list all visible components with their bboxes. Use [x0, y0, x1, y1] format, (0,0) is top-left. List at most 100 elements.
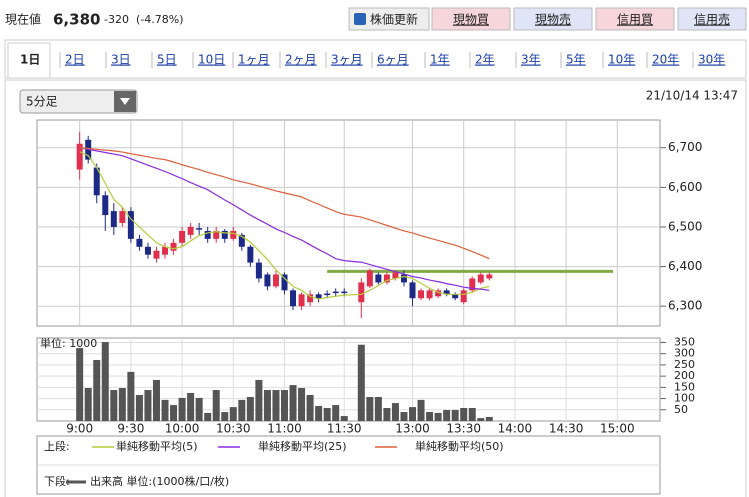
- dropdown-box[interactable]: [19, 89, 138, 114]
- tab[interactable]: 1年: [430, 53, 450, 67]
- dropdown-label: 5分足: [26, 95, 58, 109]
- candle-body: [400, 274, 407, 283]
- candle-body: [281, 274, 288, 291]
- button-label[interactable]: 現物売: [535, 12, 571, 27]
- tab[interactable]: 6ヶ月: [377, 53, 409, 67]
- y-tick-label: 200: [674, 369, 695, 382]
- volume-bar: [426, 412, 434, 421]
- dropdown[interactable]: 5分足: [19, 89, 138, 114]
- y-tick-label: 50: [674, 403, 688, 416]
- button-label[interactable]: 現物買: [453, 13, 489, 27]
- candle-body: [127, 211, 134, 239]
- tab[interactable]: 10日: [198, 53, 225, 67]
- tab[interactable]: 3年: [521, 53, 541, 67]
- volume-bar: [221, 412, 229, 421]
- tab[interactable]: 10年: [608, 53, 635, 67]
- volume-bar: [161, 399, 169, 421]
- button[interactable]: 現物買: [431, 7, 511, 31]
- tab[interactable]: 2年: [475, 53, 495, 67]
- volume-bar: [110, 390, 118, 421]
- volume-bar: [238, 399, 246, 421]
- volume-bar: [443, 410, 451, 421]
- volume-bar: [229, 407, 237, 421]
- tabs: 1日 2日 3日 5日 10日 1ヶ月 2ヶ月 3ヶ月 6ヶ月 1年 2年 3年 5年 10年 20年 30年: [7, 42, 725, 79]
- tab[interactable]: 20年: [652, 53, 679, 67]
- volume-bar: [366, 396, 374, 421]
- volume-plot: [36, 337, 661, 422]
- volume-bar: [152, 379, 160, 421]
- legend-items: 単純移動平均(5) 単純移動平均(25) 単純移動平均(50) 出来高 単位:(100…: [66, 439, 504, 488]
- volume-bar: [204, 412, 212, 421]
- tab[interactable]: 30年: [698, 53, 725, 67]
- dropdown-arrow: [120, 98, 130, 105]
- volume-bar: [374, 396, 382, 421]
- button-box[interactable]: [595, 7, 675, 31]
- volume-bar: [76, 348, 84, 421]
- tab[interactable]: 3日: [111, 53, 131, 67]
- button-box[interactable]: [513, 7, 593, 31]
- button-label[interactable]: 信用買: [617, 13, 653, 27]
- candle-body: [315, 294, 322, 299]
- volume-bar: [118, 388, 126, 421]
- y-tick-label: 250: [674, 358, 695, 371]
- volume-bar: [144, 390, 152, 421]
- candle-body: [119, 211, 126, 223]
- ma-line: [79, 147, 490, 260]
- candle-body: [272, 274, 279, 287]
- volume-bar: [101, 342, 109, 421]
- button-label[interactable]: 信用売: [694, 12, 730, 27]
- volume-bar: [391, 403, 399, 421]
- legend-lower-label: 下段:: [44, 474, 70, 488]
- volume-bar: [187, 392, 195, 421]
- candle-body: [238, 234, 245, 247]
- volume-bar: [485, 416, 493, 421]
- volume-bar: [434, 412, 442, 421]
- button[interactable]: 株価更新: [348, 7, 430, 31]
- y-tick-label: 300: [674, 347, 695, 360]
- price-label: 現在値: [5, 12, 41, 27]
- volume-bar: [306, 394, 314, 421]
- tab[interactable]: 5年: [566, 53, 586, 67]
- candle-body: [187, 226, 194, 235]
- button-label[interactable]: 株価更新: [370, 12, 418, 27]
- button[interactable]: 現物売: [513, 7, 593, 31]
- candle-body: [375, 274, 382, 283]
- tab[interactable]: 3ヶ月: [331, 53, 363, 67]
- candle-body: [264, 274, 271, 287]
- tab[interactable]: 5日: [157, 53, 177, 67]
- tab[interactable]: 2ヶ月: [285, 53, 317, 67]
- volume-bar: [409, 407, 417, 421]
- volume-bar: [280, 390, 288, 421]
- legend-label: 出来高 単位:(1000株/口/枚): [90, 474, 229, 488]
- timestamp: 21/10/14 13:47: [646, 89, 738, 103]
- x-tick-label: 11:30: [327, 422, 362, 436]
- refresh-icon: [354, 13, 366, 25]
- x-tick-label: 10:30: [216, 422, 251, 436]
- button-box[interactable]: [431, 7, 511, 31]
- tab[interactable]: 1ヶ月: [238, 53, 270, 67]
- volume-bar: [323, 407, 331, 421]
- volume-bar: [340, 416, 348, 421]
- button-box[interactable]: [348, 7, 430, 31]
- candle-body: [110, 211, 117, 227]
- volume-bar: [468, 407, 476, 421]
- candle-body: [247, 246, 254, 263]
- button-box[interactable]: [677, 7, 747, 31]
- candle-body: [93, 167, 100, 196]
- button-bar: 株価更新 現物買 現物売 信用買 信用売: [348, 7, 747, 31]
- tab[interactable]: 2日: [65, 53, 85, 67]
- button[interactable]: 信用売: [677, 7, 747, 31]
- volume-bar: [135, 394, 143, 421]
- volume-bar: [178, 397, 186, 421]
- volume-bar: [255, 379, 263, 421]
- volume-bar: [477, 418, 485, 421]
- volume-bar: [263, 390, 271, 421]
- candle-body: [452, 294, 459, 299]
- candle-body: [426, 290, 433, 299]
- candle-body: [255, 262, 262, 279]
- price-change-pct: (-4.78%): [136, 13, 184, 26]
- candle-body: [383, 274, 390, 283]
- tab[interactable]: 1日: [20, 53, 40, 67]
- button[interactable]: 信用買: [595, 7, 675, 31]
- candle-body: [469, 278, 476, 291]
